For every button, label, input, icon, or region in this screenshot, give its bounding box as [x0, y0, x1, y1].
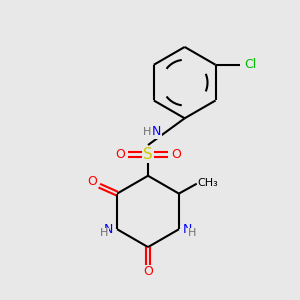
Text: H: H	[143, 127, 152, 137]
Text: Cl: Cl	[244, 58, 256, 71]
Text: CH₃: CH₃	[197, 178, 218, 188]
Text: O: O	[171, 148, 181, 161]
Text: N: N	[104, 223, 113, 236]
Text: O: O	[143, 266, 153, 278]
Text: N: N	[152, 125, 161, 138]
Text: H: H	[188, 228, 196, 238]
Text: H: H	[100, 228, 108, 238]
Text: N: N	[183, 223, 192, 236]
Text: O: O	[115, 148, 125, 161]
Text: S: S	[143, 148, 153, 163]
Text: O: O	[87, 175, 97, 188]
